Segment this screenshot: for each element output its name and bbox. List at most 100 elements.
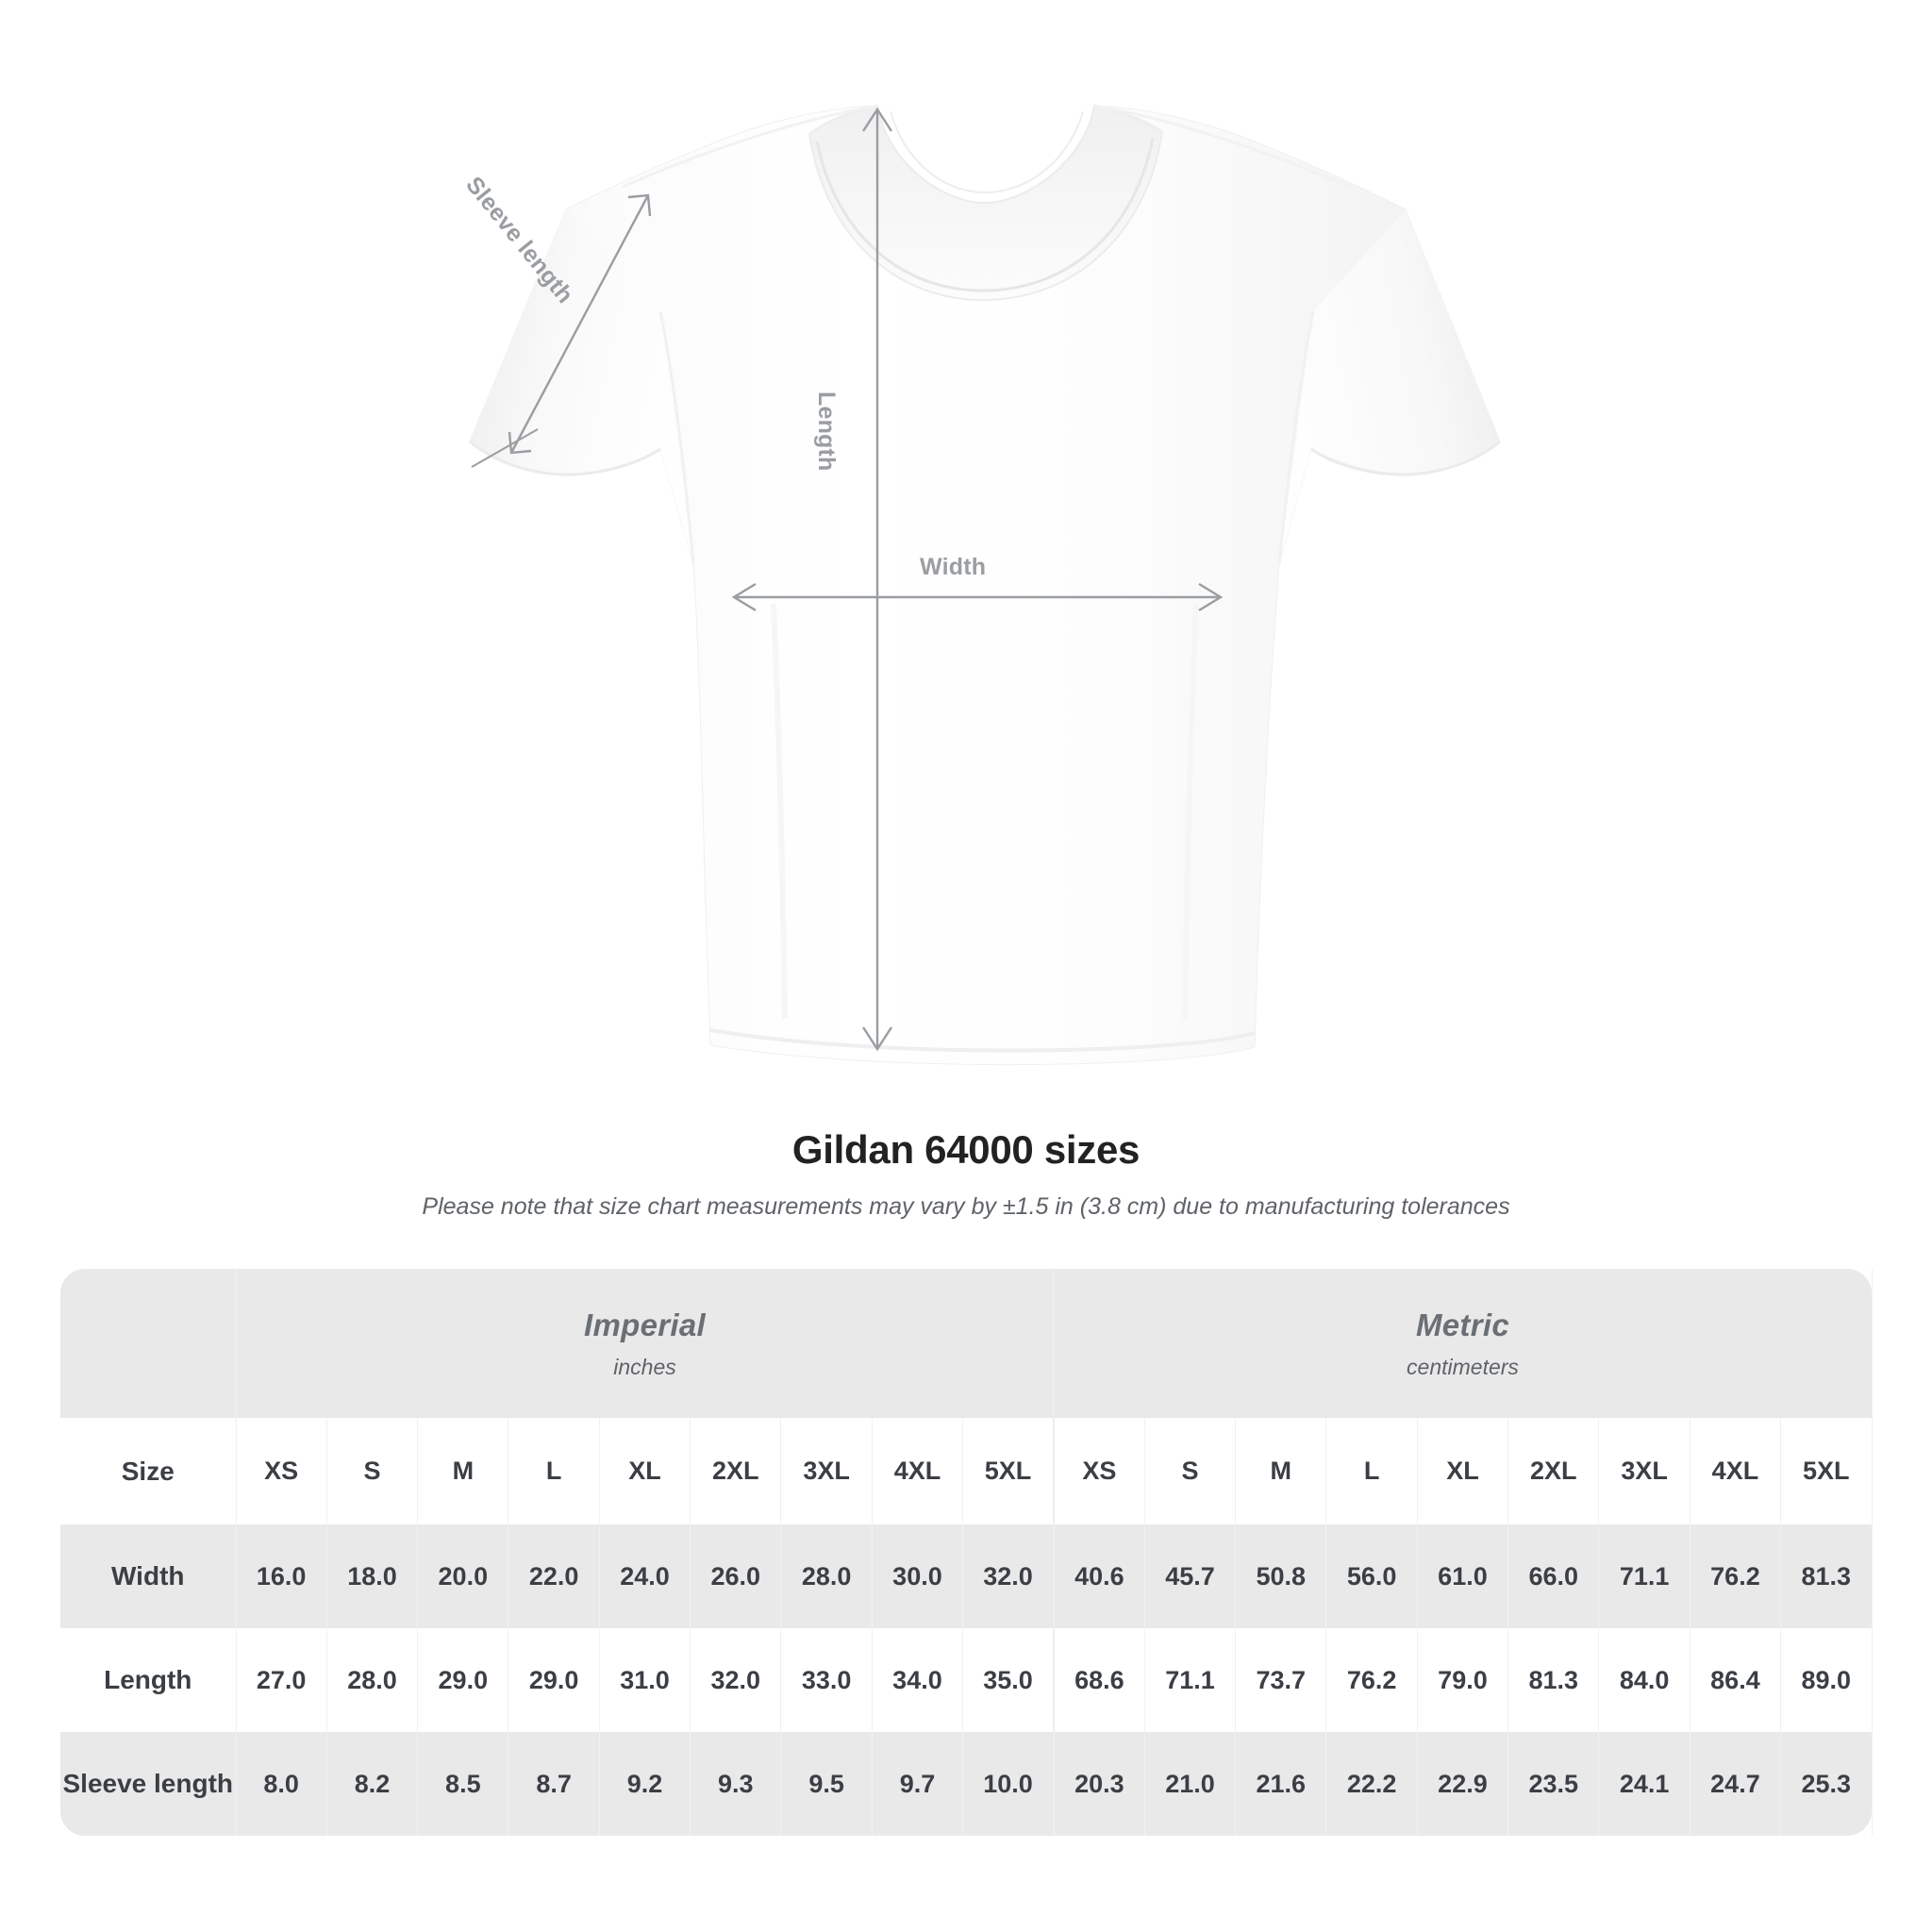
cell-length-imperial-xs: 27.0 [236, 1628, 327, 1732]
cell-sleeve-length-metric-xl: 22.9 [1417, 1732, 1509, 1836]
cell-sleeve-length-imperial-3xl: 9.5 [780, 1732, 873, 1836]
size-header-metric-3xl: 3XL [1598, 1418, 1690, 1524]
cell-sleeve-length-metric-l: 22.2 [1325, 1732, 1418, 1836]
measurement-annotations [471, 107, 1224, 1052]
table-row-length: Length 27.0 28.0 29.0 29.0 31.0 32.0 33.0 34.0 3… [60, 1628, 1873, 1732]
right-shoulder-seam [1093, 104, 1350, 189]
cell-length-imperial-2xl: 32.0 [690, 1628, 782, 1732]
cell-length-metric-5xl: 89.0 [1780, 1628, 1873, 1732]
system-unit-metric: centimeters [1407, 1354, 1519, 1379]
size-header-metric-2xl: 2XL [1507, 1418, 1600, 1524]
row-label-width: Width [60, 1524, 237, 1628]
cell-width-metric-xs: 40.6 [1052, 1524, 1145, 1628]
right-sleeve-shade [1279, 209, 1500, 564]
row-label-sleeve-length: Sleeve length [60, 1732, 237, 1836]
tshirt-diagram: Width Length Sleeve length [460, 104, 1501, 1066]
cell-length-imperial-3xl: 33.0 [780, 1628, 873, 1732]
cell-sleeve-length-imperial-5xl: 10.0 [962, 1732, 1055, 1836]
cell-length-metric-m: 73.7 [1235, 1628, 1327, 1732]
size-header-metric-m: M [1235, 1418, 1327, 1524]
cell-width-metric-5xl: 81.3 [1780, 1524, 1873, 1628]
size-header-imperial-m: M [417, 1418, 509, 1524]
cell-width-metric-2xl: 66.0 [1507, 1524, 1600, 1628]
cell-length-metric-3xl: 84.0 [1598, 1628, 1690, 1732]
collar-ribbing [808, 104, 1164, 302]
system-header-imperial: Imperial inches [236, 1269, 1055, 1418]
width-arrow-head-left [731, 582, 757, 612]
system-header-blank [60, 1269, 237, 1418]
page-title: Gildan 64000 sizes [791, 1127, 1141, 1172]
width-arrow-head-right [1198, 582, 1224, 612]
cell-length-imperial-l: 29.0 [508, 1628, 600, 1732]
cell-sleeve-length-imperial-s: 8.2 [326, 1732, 419, 1836]
table-row-width: Width 16.0 18.0 20.0 22.0 24.0 26.0 28.0 30.0 32… [60, 1524, 1873, 1628]
left-sleeve-shade [470, 209, 693, 564]
row-label-length: Length [60, 1628, 237, 1732]
cell-sleeve-length-imperial-xs: 8.0 [236, 1732, 327, 1836]
cell-sleeve-length-metric-2xl: 23.5 [1507, 1732, 1600, 1836]
collar-top-seam [890, 110, 1084, 194]
system-header-row: Imperial inches Metric centimeters [60, 1269, 1873, 1418]
cell-sleeve-length-imperial-l: 8.7 [508, 1732, 600, 1836]
sleeve-arrow-head-top [627, 193, 652, 217]
length-arrow-head-bottom [861, 1026, 893, 1052]
chart-heading: Gildan 64000 sizes Please note that size… [0, 1127, 1932, 1221]
cell-width-metric-l: 56.0 [1325, 1524, 1418, 1628]
size-header-metric-xl: XL [1417, 1418, 1509, 1524]
cell-width-imperial-2xl: 26.0 [690, 1524, 782, 1628]
cell-sleeve-length-metric-s: 21.0 [1144, 1732, 1237, 1836]
cell-width-metric-xl: 61.0 [1417, 1524, 1509, 1628]
cell-length-metric-l: 76.2 [1325, 1628, 1418, 1732]
cell-sleeve-length-imperial-m: 8.5 [417, 1732, 509, 1836]
system-name-metric: Metric [1415, 1307, 1509, 1342]
body-fold-left [771, 603, 788, 1020]
size-header-label: Size [60, 1418, 237, 1524]
cell-width-metric-3xl: 71.1 [1598, 1524, 1690, 1628]
cell-width-metric-m: 50.8 [1235, 1524, 1327, 1628]
cell-width-metric-s: 45.7 [1144, 1524, 1237, 1628]
cell-sleeve-length-imperial-xl: 9.2 [599, 1732, 691, 1836]
cell-sleeve-length-metric-4xl: 24.7 [1690, 1732, 1782, 1836]
cell-length-imperial-4xl: 34.0 [872, 1628, 964, 1732]
size-header-imperial-xl: XL [599, 1418, 691, 1524]
left-shoulder-seam [622, 104, 878, 189]
size-header-row: Size XS S M L XL 2XL 3XL 4XL 5XL XS S M L XL 2XL 3XL 4XL… [60, 1418, 1873, 1524]
table-row-sleeve-length: Sleeve length 8.0 8.2 8.5 8.7 9.2 9.3 9.5 9.7 10… [60, 1732, 1873, 1836]
cell-length-metric-2xl: 81.3 [1507, 1628, 1600, 1732]
size-header-imperial-xs: XS [236, 1418, 327, 1524]
system-name-imperial: Imperial [584, 1307, 706, 1342]
cell-width-imperial-xl: 24.0 [599, 1524, 691, 1628]
cell-sleeve-length-metric-xs: 20.3 [1052, 1732, 1145, 1836]
cell-width-imperial-m: 20.0 [417, 1524, 509, 1628]
size-header-metric-xs: XS [1052, 1418, 1145, 1524]
system-header-metric: Metric centimeters [1053, 1269, 1873, 1418]
right-sleeve-hem [1310, 440, 1501, 476]
right-armhole-seam [1277, 310, 1315, 565]
body-fold-right [1182, 603, 1199, 1020]
left-sleeve-hem [469, 440, 661, 476]
collar-inner-seam [815, 137, 1155, 292]
size-table: Imperial inches Metric centimeters Size … [60, 1269, 1873, 1836]
cell-length-imperial-s: 28.0 [326, 1628, 419, 1732]
size-header-imperial-s: S [326, 1418, 419, 1524]
left-armhole-seam [658, 310, 695, 565]
cell-width-imperial-s: 18.0 [326, 1524, 419, 1628]
sleeve-arrow-head-bottom [508, 431, 532, 455]
cell-length-metric-xl: 79.0 [1417, 1628, 1509, 1732]
system-unit-imperial: inches [613, 1354, 676, 1379]
size-header-metric-l: L [1325, 1418, 1418, 1524]
size-header-metric-s: S [1144, 1418, 1237, 1524]
cell-length-metric-4xl: 86.4 [1690, 1628, 1782, 1732]
cell-sleeve-length-imperial-4xl: 9.7 [872, 1732, 964, 1836]
size-header-imperial-l: L [508, 1418, 600, 1524]
cell-sleeve-length-metric-3xl: 24.1 [1598, 1732, 1690, 1836]
length-arrow-head-top [861, 107, 893, 132]
tolerance-note: Please note that size chart measurements… [422, 1193, 1510, 1220]
cell-sleeve-length-metric-m: 21.6 [1235, 1732, 1327, 1836]
size-header-imperial-4xl: 4XL [872, 1418, 964, 1524]
size-header-imperial-5xl: 5XL [962, 1418, 1055, 1524]
sleeve-tick-bottom [471, 428, 539, 468]
cell-width-imperial-5xl: 32.0 [962, 1524, 1055, 1628]
cell-length-imperial-5xl: 35.0 [962, 1628, 1055, 1732]
size-header-metric-4xl: 4XL [1690, 1418, 1782, 1524]
